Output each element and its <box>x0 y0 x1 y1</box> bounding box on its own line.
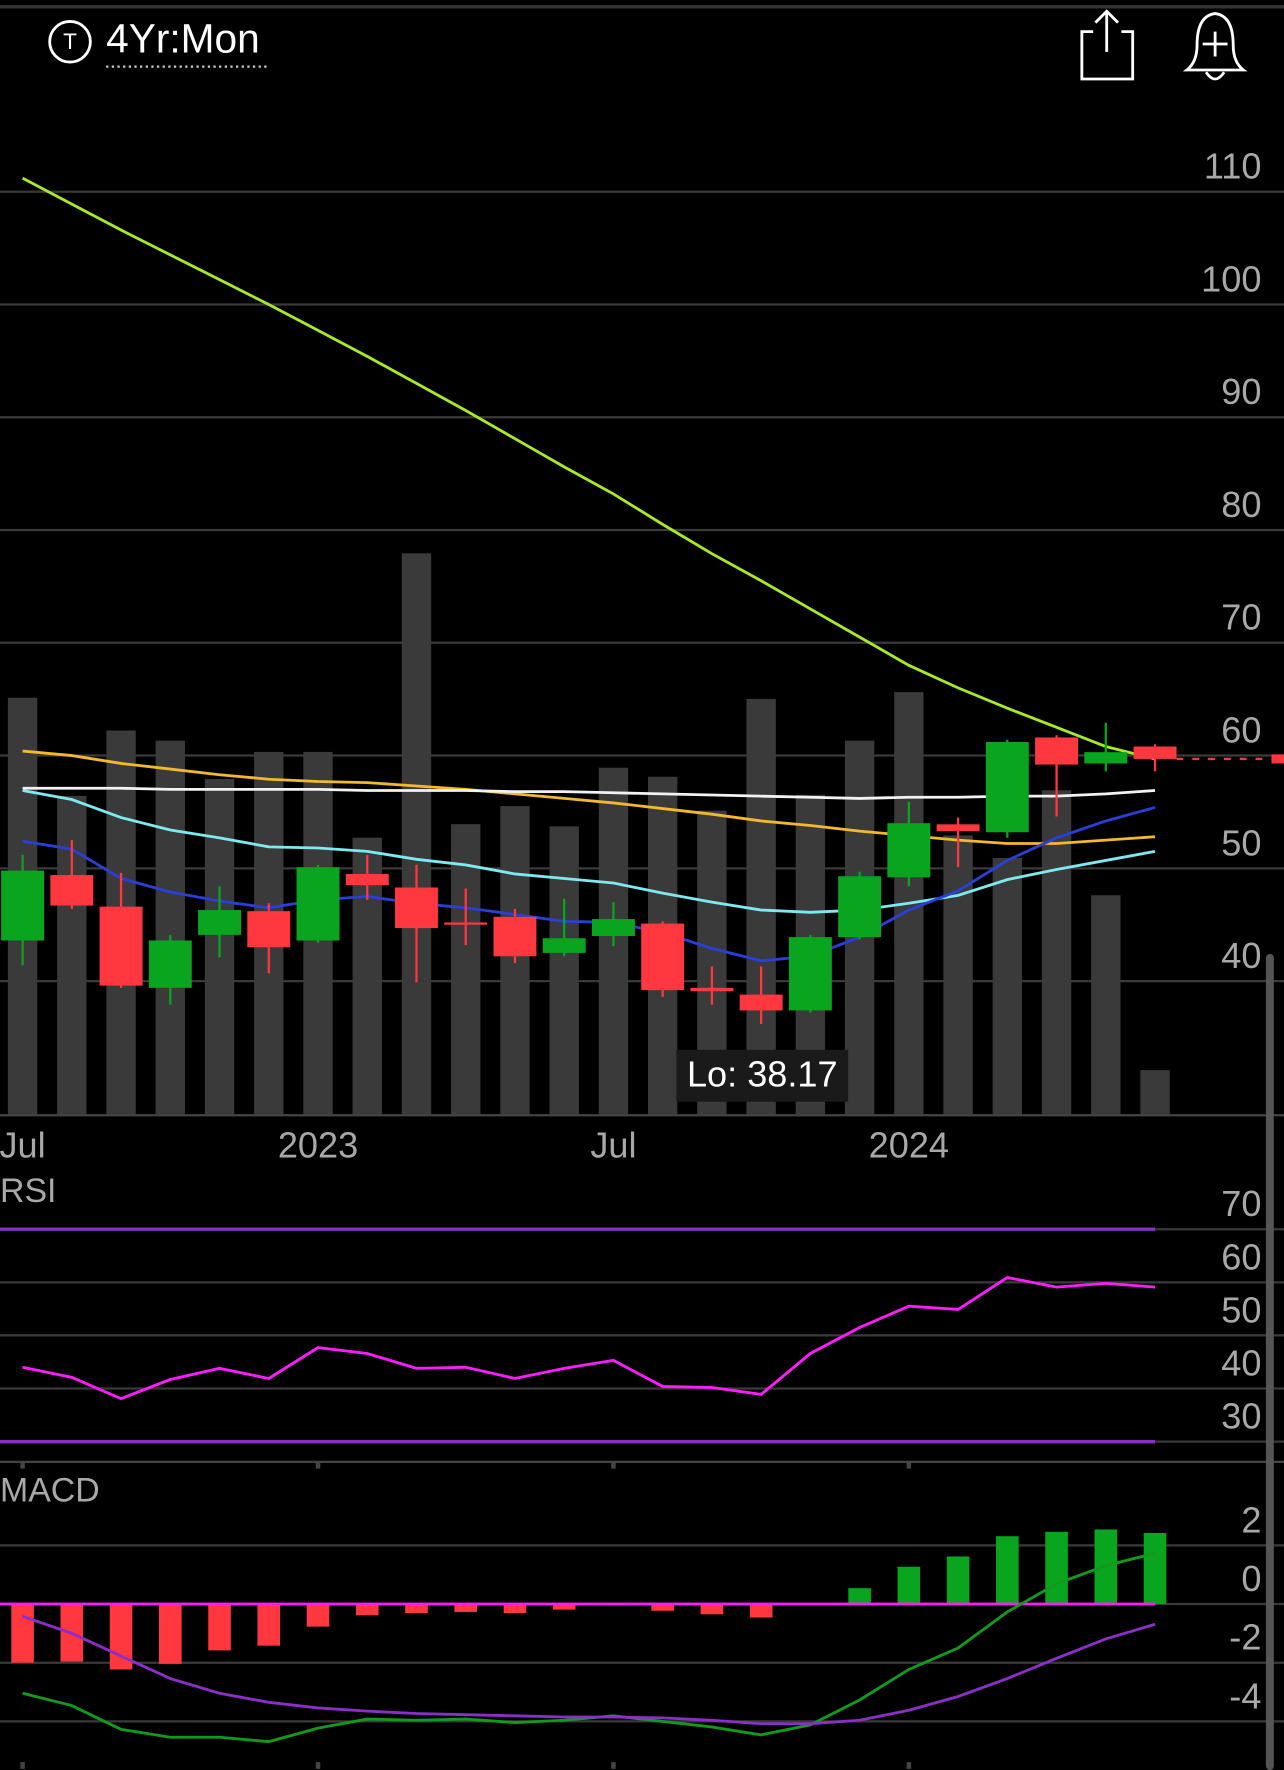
share-box <box>1080 30 1135 81</box>
bell <box>1182 12 1248 72</box>
y-tick-label: 50 <box>1221 1289 1261 1330</box>
histogram-bar <box>552 1604 576 1610</box>
y-tick-label: 70 <box>1221 597 1261 638</box>
x-tick-label: 2024 <box>869 1125 949 1166</box>
candle-body <box>148 940 192 988</box>
y-tick-label: 0 <box>1241 1558 1261 1599</box>
histogram-bar <box>355 1604 379 1616</box>
candle-body <box>690 987 734 992</box>
histogram-bar <box>946 1556 970 1605</box>
histogram-bar <box>306 1604 330 1627</box>
alert-button[interactable] <box>1182 12 1248 81</box>
volume-bar <box>1140 1070 1170 1116</box>
volume-bar <box>451 824 481 1116</box>
indicator-line <box>21 176 1156 761</box>
histogram-bar <box>11 1604 34 1663</box>
candle-body <box>739 994 783 1011</box>
y-tick-label: 60 <box>1221 1236 1261 1277</box>
ticker-icon <box>48 20 92 64</box>
candle-body <box>50 875 94 906</box>
histogram-bar <box>848 1588 871 1605</box>
y-tick-label: 50 <box>1221 822 1261 863</box>
indicator-line <box>22 789 1156 914</box>
volume-bar <box>992 857 1023 1116</box>
candle-body <box>493 916 537 957</box>
last-price-marker <box>1271 754 1284 764</box>
candle-body <box>542 938 586 953</box>
timeframe-button[interactable]: T 4Yr:Mon <box>48 16 267 68</box>
histogram-bar <box>700 1604 724 1615</box>
panel-title: MACD <box>0 1471 100 1509</box>
timeframe-label: 4Yr:Mon <box>106 16 260 62</box>
histogram-bar <box>897 1566 921 1605</box>
indicator-line <box>22 806 1156 963</box>
histogram-bar <box>208 1604 231 1651</box>
volume-bar <box>155 740 185 1116</box>
candle-body <box>1133 746 1177 759</box>
y-tick-label: 40 <box>1221 935 1261 976</box>
candle-body <box>985 742 1029 833</box>
candle-body <box>99 906 143 986</box>
indicator-line <box>22 1615 1156 1726</box>
histogram-bar <box>996 1536 1019 1605</box>
histogram-bar <box>405 1604 428 1614</box>
y-tick-label: 30 <box>1221 1396 1261 1437</box>
candle-body <box>788 937 832 1011</box>
y-tick-label: 40 <box>1221 1343 1261 1384</box>
candle-body <box>1035 737 1079 765</box>
volume-bar <box>549 826 579 1116</box>
y-tick-label: 100 <box>1201 258 1261 299</box>
low-label-box <box>676 1049 849 1102</box>
histogram-bar <box>651 1604 674 1611</box>
volume-bar <box>943 835 973 1116</box>
share-button[interactable] <box>1080 9 1135 81</box>
candle-body <box>395 887 438 929</box>
ticker-icon-letter: T <box>63 29 77 54</box>
candle-body <box>591 919 635 936</box>
x-tick-label: Jul <box>0 1125 46 1166</box>
y-tick-label: -2 <box>1229 1617 1261 1658</box>
y-tick-label: -4 <box>1229 1675 1261 1716</box>
histogram-bar <box>1045 1531 1068 1605</box>
histogram-bar <box>749 1604 773 1618</box>
histogram-bar <box>454 1604 478 1612</box>
y-tick-label: 90 <box>1221 371 1261 412</box>
y-tick-label: 110 <box>1204 146 1262 187</box>
indicator-line <box>22 1276 1156 1401</box>
candle-body <box>296 867 340 941</box>
y-tick-label: 80 <box>1221 484 1261 525</box>
y-tick-label: 60 <box>1221 710 1261 751</box>
candle-body <box>444 922 488 925</box>
x-tick-label: Jul <box>590 1125 636 1166</box>
bell-clapper <box>1204 71 1226 81</box>
candle-body <box>641 923 685 991</box>
plots: 40 50 60 70 80 90 100 110 Jul 2023 Jul 2024 30 40 50 60… <box>0 146 1284 1769</box>
candle-body <box>936 824 980 832</box>
panel-title: RSI <box>0 1172 56 1210</box>
candle-body <box>1084 752 1128 764</box>
share-arrow <box>1094 9 1119 52</box>
volume-bar <box>1091 895 1121 1116</box>
histogram-bar <box>1143 1532 1167 1605</box>
y-tick-label: 70 <box>1221 1183 1261 1224</box>
volume-bar <box>401 553 432 1116</box>
histogram-bar <box>503 1604 527 1614</box>
candle-body <box>198 910 241 935</box>
low-annotation: Lo: 38.17 <box>687 1053 838 1094</box>
candle-body <box>1 870 45 941</box>
histogram-bar <box>257 1604 281 1646</box>
x-tick-label: 2023 <box>278 1125 358 1166</box>
histogram-bar <box>159 1604 182 1664</box>
bell-plus <box>1202 31 1228 57</box>
scrollbar[interactable] <box>1265 953 1274 1770</box>
indicator-line <box>22 786 1156 800</box>
candle-body <box>247 911 291 948</box>
candle-body <box>345 873 389 886</box>
candle-body <box>838 876 882 938</box>
candle-body <box>887 823 931 878</box>
y-tick-label: 2 <box>1241 1499 1261 1540</box>
indicator-line <box>22 749 1156 845</box>
